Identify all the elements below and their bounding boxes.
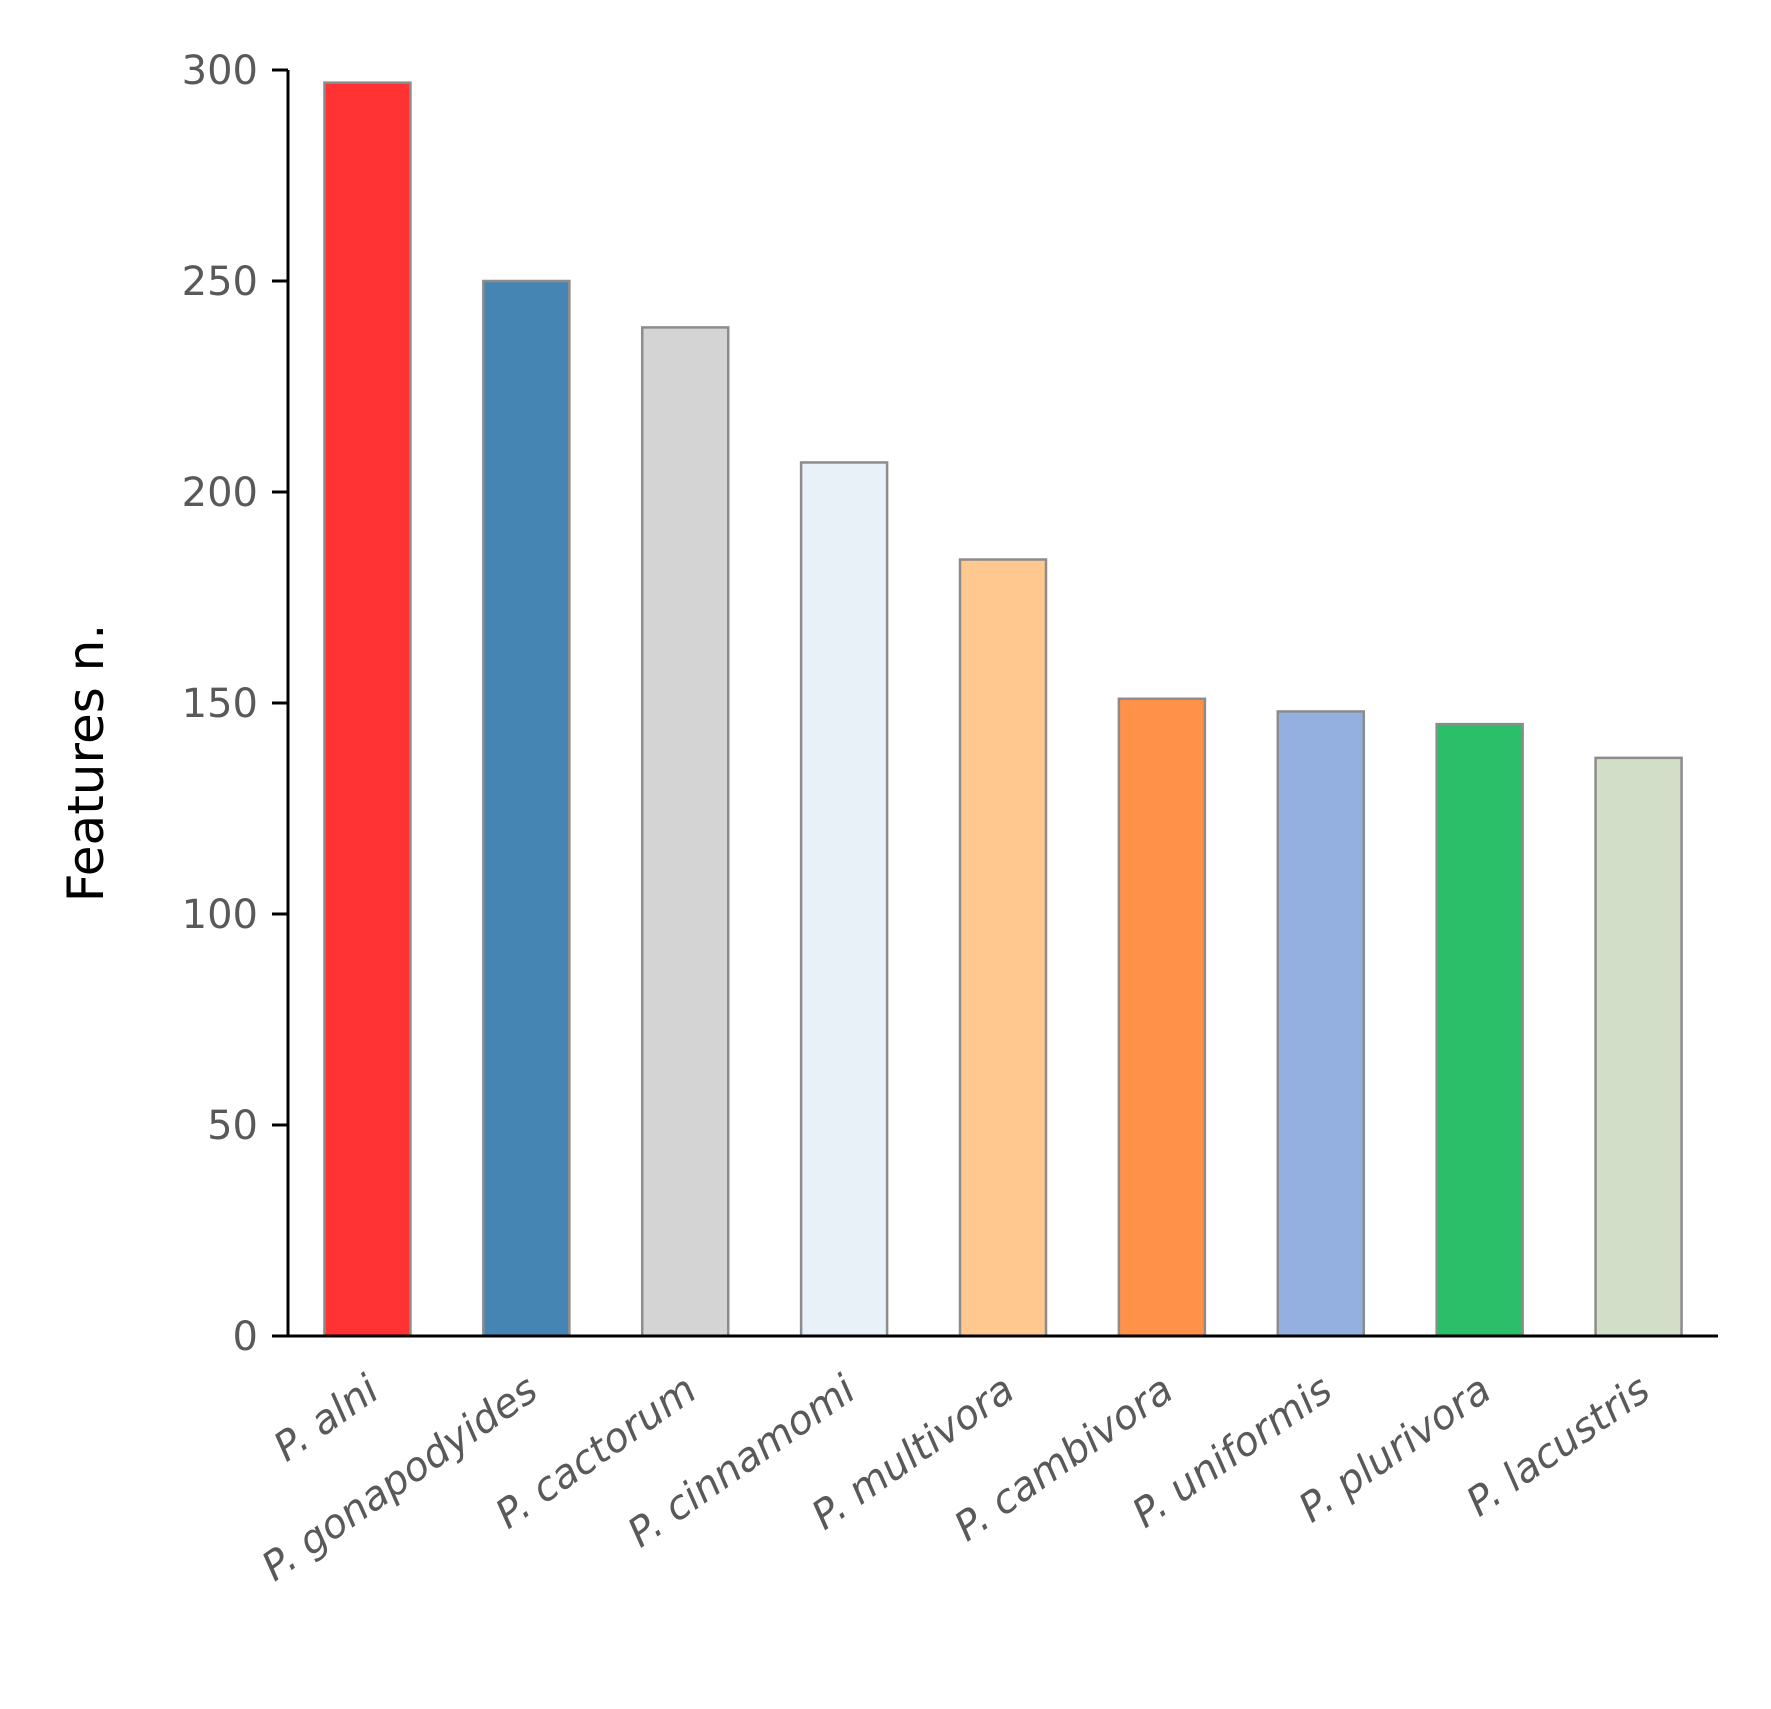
x-tick-label-1: P. alni xyxy=(266,1367,388,1471)
bar-3 xyxy=(640,326,730,1338)
axes-layer xyxy=(272,68,1718,1338)
bar-6 xyxy=(1117,697,1207,1338)
y-tick-label-6: 250 xyxy=(182,259,258,305)
y-tick-label-3: 100 xyxy=(182,892,258,938)
y-tick-label-2: 50 xyxy=(207,1103,258,1149)
x-tick-label-2: P. gonapodyides xyxy=(254,1367,546,1591)
bar-7 xyxy=(1276,710,1366,1338)
bar-1 xyxy=(323,81,412,1338)
y-tick-label-1: 0 xyxy=(233,1314,258,1360)
y-tick-label-4: 150 xyxy=(182,681,258,727)
bars-layer xyxy=(323,81,1683,1338)
bar-2 xyxy=(482,279,571,1338)
bar-4 xyxy=(799,461,889,1338)
y-axis-title: Features n. xyxy=(57,624,115,902)
bar-8 xyxy=(1435,722,1524,1338)
y-tick-label-7: 300 xyxy=(182,48,258,94)
bar-5 xyxy=(958,558,1048,1338)
bar-9 xyxy=(1594,756,1683,1338)
y-tick-label-5: 200 xyxy=(182,470,258,516)
